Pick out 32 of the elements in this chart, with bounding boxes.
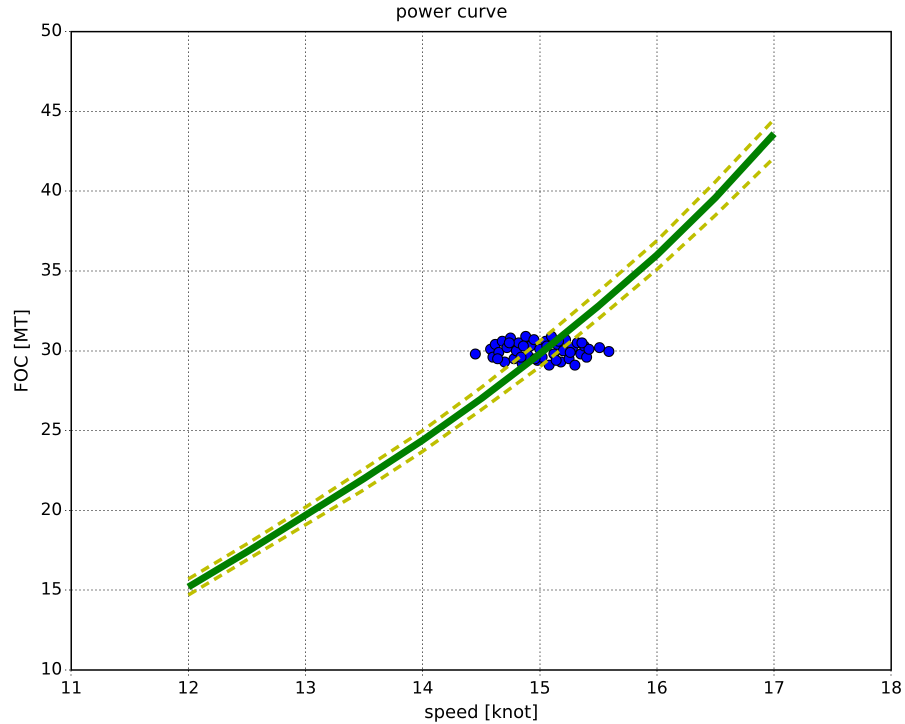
point xyxy=(504,337,515,348)
x-axis-title: speed [knot] xyxy=(424,702,538,723)
y-tick-label: 50 xyxy=(40,21,62,42)
y-tick-label: 35 xyxy=(40,260,62,280)
x-tick-label: 13 xyxy=(294,678,316,699)
x-tick-label: 11 xyxy=(60,678,82,699)
point xyxy=(518,340,529,352)
x-tick-label: 18 xyxy=(880,678,902,699)
y-axis-title: FOC [MT] xyxy=(11,309,32,392)
point xyxy=(576,337,588,348)
x-tick-label: 15 xyxy=(528,678,551,699)
x-tick-label: 16 xyxy=(646,678,668,699)
x-tick-label: 17 xyxy=(763,678,785,699)
y-tick-label: 20 xyxy=(40,500,62,520)
y-tick-label: 15 xyxy=(40,580,62,600)
y-tick-label: 30 xyxy=(40,340,62,360)
y-tick-label: 25 xyxy=(40,420,62,440)
y-tick-label: 40 xyxy=(40,180,62,201)
point xyxy=(492,353,504,364)
point xyxy=(603,346,614,357)
y-tick-label: 10 xyxy=(40,659,62,680)
chart-title: power curve xyxy=(396,1,508,22)
point xyxy=(583,344,594,355)
point xyxy=(470,348,481,360)
x-tick-label: 12 xyxy=(178,678,200,699)
point xyxy=(569,360,580,371)
point xyxy=(550,354,562,366)
point xyxy=(528,334,540,346)
point xyxy=(594,342,606,354)
y-tick-label: 45 xyxy=(40,100,62,121)
point xyxy=(564,346,576,358)
x-tick-label: 14 xyxy=(412,678,434,699)
